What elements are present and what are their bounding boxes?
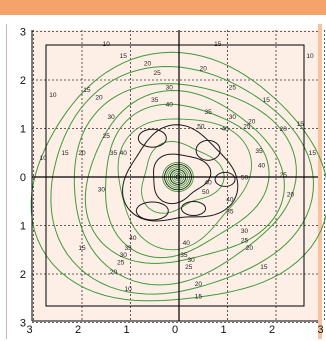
contour-line	[84, 89, 285, 264]
contour-level-label: 35	[204, 109, 212, 116]
contour-level-label: 25	[243, 124, 251, 131]
contour-level-label: 20	[248, 119, 256, 126]
contour-level-label: 25	[185, 264, 193, 271]
y-tick-label: 1	[20, 124, 26, 136]
contour-level-label: 25	[103, 133, 111, 140]
contour-level-label: 40	[166, 102, 174, 109]
contour-line	[30, 51, 326, 302]
contour-level-label: 15	[263, 97, 271, 104]
plot-background	[32, 30, 318, 321]
contour-level-label: 15	[297, 121, 305, 128]
contour-level-label: 35	[124, 245, 132, 252]
contour-level-label: 40	[221, 126, 229, 133]
contour-line	[50, 65, 315, 295]
top-accent-band	[0, 0, 326, 15]
contour-level-label: 50	[241, 174, 249, 181]
contour-level-label: 30	[107, 114, 115, 121]
contour-level-label: 25	[241, 237, 249, 244]
left-border-line	[6, 24, 7, 339]
contour-level-label: 25	[280, 172, 288, 179]
contour-level-label: 20	[200, 65, 208, 72]
contour-level-label: 15	[309, 150, 317, 157]
x-tick-label: 2	[75, 324, 81, 336]
x-tick-label: 1	[220, 324, 226, 336]
contour-level-label: 50	[197, 124, 205, 131]
contour-level-label: 40	[129, 235, 137, 242]
right-accent-strip	[318, 24, 322, 339]
contour-level-label: 15	[78, 245, 86, 252]
contour-level-label: 25	[154, 70, 162, 77]
axis-layer	[31, 30, 318, 322]
x-tick-label: 2	[269, 324, 275, 336]
contour-level-label: 20	[280, 126, 288, 133]
contour-level-label: 15	[260, 264, 268, 271]
y-tick-label: 3	[20, 27, 26, 39]
x-tick-label: 3	[26, 324, 32, 336]
contour-level-label: 30	[98, 187, 106, 194]
contour-level-label: 25	[117, 259, 125, 266]
contour-line	[181, 201, 207, 217]
contour-level-label: 20	[110, 269, 118, 276]
contour-level-label: 40	[183, 240, 191, 247]
x-tick-label: 0	[172, 324, 178, 336]
contour-level-label: 15	[83, 87, 91, 94]
contour-level-label: 35	[255, 148, 263, 155]
x-tick-label: 1	[123, 324, 129, 336]
contour-label-layer: 1015202530354015202530254035501015202530…	[40, 41, 317, 300]
contour-line	[214, 171, 236, 187]
plot-frame	[45, 44, 305, 307]
contour-line	[135, 201, 169, 221]
contour-level-label: 40	[226, 196, 234, 203]
contour-level-label: 40	[204, 179, 212, 186]
contour-level-label: 25	[229, 85, 237, 92]
y-tick-label: 0	[20, 172, 26, 184]
contour-level-label: 35	[110, 150, 118, 157]
contour-level-label: 40	[120, 150, 128, 157]
contour-line	[137, 128, 167, 148]
contour-level-label: 30	[166, 85, 174, 92]
contour-level-label: 15	[195, 293, 203, 300]
contour-level-label: 20	[144, 60, 152, 67]
contour-level-label: 10	[40, 155, 48, 162]
y-tick-label: 2	[20, 75, 26, 87]
contour-level-label: 50	[202, 189, 210, 196]
contour-level-label: 20	[287, 191, 295, 198]
contour-line	[117, 118, 252, 251]
contour-line	[104, 103, 270, 259]
x-tick-label: 3	[317, 324, 323, 336]
contour-level-label: 10	[306, 53, 314, 60]
y-tick-label: 3	[20, 318, 26, 330]
contour-level-label: 20	[95, 94, 103, 101]
contour-line	[195, 139, 221, 161]
contour-level-label: 35	[180, 252, 188, 259]
contour-level-label: 20	[195, 281, 203, 288]
contour-level-label: 20	[246, 245, 254, 252]
contour-level-label: 15	[61, 150, 69, 157]
y-tick-label: 1	[20, 221, 26, 233]
contour-line	[73, 83, 297, 286]
contour-level-label: 30	[120, 252, 128, 259]
contour-level-label: 10	[49, 92, 57, 99]
y-tick-label: 2	[20, 269, 26, 281]
contour-level-label: 35	[226, 208, 234, 215]
contour-level-label: 30	[241, 228, 249, 235]
contour-level-label: 15	[120, 53, 128, 60]
contour-level-label: 30	[188, 257, 196, 264]
contour-level-label: 10	[124, 286, 132, 293]
contour-level-label: 35	[151, 97, 159, 104]
contour-level-label: 40	[258, 162, 266, 169]
grid-layer	[32, 30, 325, 323]
contour-level-label: 20	[78, 150, 86, 157]
contour-level-label: 30	[229, 114, 237, 121]
